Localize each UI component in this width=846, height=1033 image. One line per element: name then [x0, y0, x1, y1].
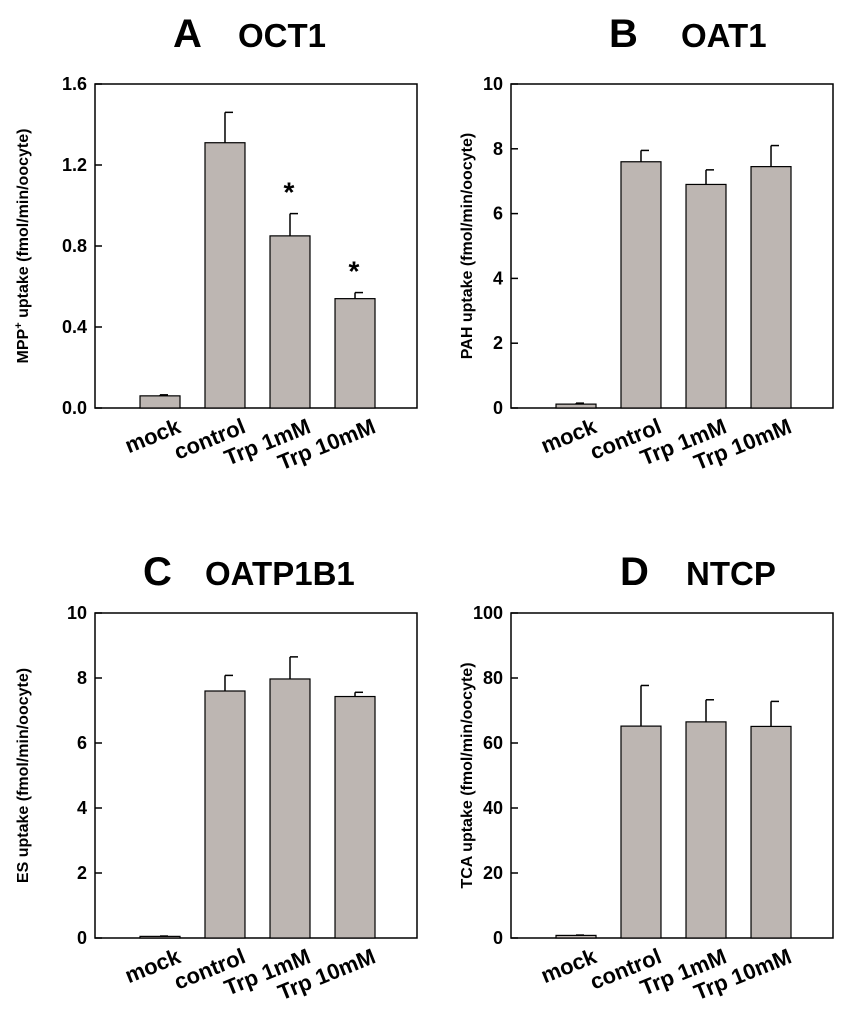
- bar: [139, 395, 181, 409]
- y-tick-label: 0.8: [62, 236, 87, 256]
- panel-letter: D: [620, 550, 649, 594]
- bar: [750, 725, 792, 939]
- y-tick-label: 0: [493, 928, 503, 948]
- significance-marker: *: [284, 177, 295, 208]
- y-tick-label: 8: [77, 668, 87, 688]
- y-tick-label: 4: [77, 798, 87, 818]
- bar: [269, 235, 311, 409]
- y-tick-label: 100: [473, 603, 503, 623]
- chart-title: OCT1: [238, 17, 326, 54]
- bar: [685, 183, 727, 409]
- bar: [204, 142, 246, 409]
- y-axis-label-main: MPP: [15, 328, 32, 363]
- bar: [334, 298, 376, 409]
- y-axis-label: PAH uptake (fmol/min/oocyte): [459, 133, 476, 359]
- chart-title: NTCP: [686, 555, 776, 592]
- plot-frame: [510, 612, 834, 939]
- panel-letter: B: [609, 12, 638, 56]
- chart-title: OAT1: [681, 17, 767, 54]
- bar: [750, 166, 792, 409]
- y-tick-label: 1.2: [62, 155, 87, 175]
- chart-panel-b: B OAT1 0 2 4 6 8 10 PAH uptake (fmol/min/oocyte)…: [459, 12, 834, 475]
- y-axis-label-sup: +: [13, 322, 25, 328]
- bar: [204, 690, 246, 939]
- y-tick-label: 0.0: [62, 398, 87, 418]
- y-axis-label: TCA uptake (fmol/min/oocyte): [459, 662, 476, 888]
- y-tick-label: 10: [483, 74, 503, 94]
- y-axis-label: MPP+ uptake (fmol/min/oocyte): [13, 129, 32, 364]
- y-tick-label: 0: [493, 398, 503, 418]
- y-tick-label: 4: [493, 268, 503, 288]
- bar: [620, 725, 662, 939]
- y-tick-label: 20: [483, 863, 503, 883]
- y-tick-label: 40: [483, 798, 503, 818]
- y-tick-label: 2: [493, 333, 503, 353]
- y-axis-label-rest: uptake (fmol/min/oocyte): [15, 129, 32, 323]
- bar: [334, 695, 376, 939]
- chart-panel-c: C OATP1B1 0 2 4 6 8 10 ES uptake (fmol/min/oocyt…: [15, 550, 418, 1005]
- significance-marker: *: [349, 256, 360, 287]
- y-tick-label: 6: [493, 204, 503, 224]
- y-tick-label: 0: [77, 928, 87, 948]
- bar: [269, 678, 311, 939]
- chart-panel-d: D NTCP 0 20 40 60 80 100 TCA uptake (fmol/min/oo…: [459, 550, 834, 1005]
- y-tick-label: 8: [493, 139, 503, 159]
- y-tick-label: 60: [483, 733, 503, 753]
- y-axis-label: ES uptake (fmol/min/oocyte): [15, 668, 32, 883]
- chart-panel-a: A OCT1 0.0 0.4 0.8 1.2 1.6 MPP+ uptake (fmol/mi…: [13, 12, 418, 475]
- y-tick-label: 1.6: [62, 74, 87, 94]
- plot-frame: [510, 83, 834, 409]
- y-tick-label: 6: [77, 733, 87, 753]
- plot-frame: [94, 612, 418, 939]
- y-tick-label: 10: [67, 603, 87, 623]
- panel-letter: A: [173, 12, 202, 56]
- panel-letter: C: [143, 550, 172, 594]
- bar: [620, 161, 662, 409]
- y-tick-label: 2: [77, 863, 87, 883]
- y-tick-label: 0.4: [62, 317, 87, 337]
- bar: [555, 403, 597, 409]
- chart-title: OATP1B1: [205, 555, 355, 592]
- bar: [685, 721, 727, 939]
- y-tick-label: 80: [483, 668, 503, 688]
